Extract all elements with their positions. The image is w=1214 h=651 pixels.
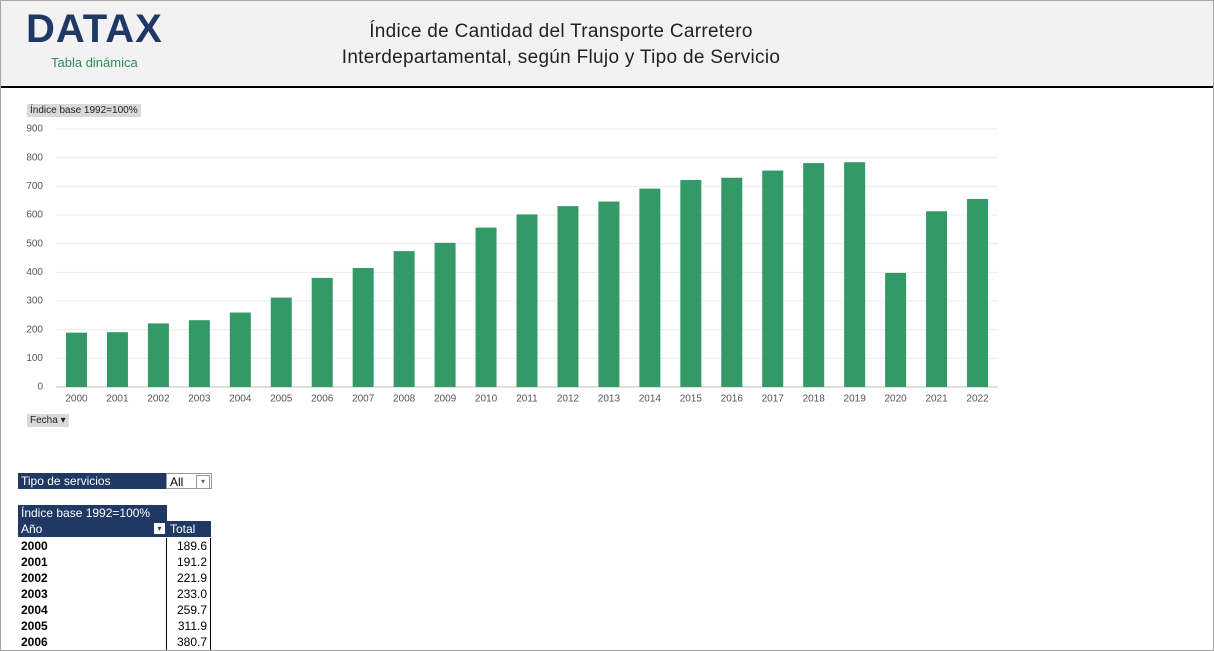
x-tick-label: 2014 <box>639 394 662 405</box>
bar <box>106 332 128 387</box>
filter-value: All <box>170 475 184 489</box>
title: Interdepartamental, según Flujo y Tipo d… <box>341 47 781 68</box>
row-label: 2005 <box>18 618 167 634</box>
bar <box>557 206 579 387</box>
filter-label: Tipo de servicios <box>18 473 166 489</box>
x-tick-label: 2006 <box>311 394 334 405</box>
x-tick-label: 2016 <box>721 394 744 405</box>
x-tick-label: 2009 <box>434 394 457 405</box>
y-tick-label: 500 <box>26 238 43 249</box>
y-tick-label: 0 <box>37 382 43 393</box>
row-value: 311.9 <box>167 618 211 634</box>
x-tick-label: 2011 <box>516 394 538 405</box>
bar <box>967 198 989 387</box>
bar <box>721 177 743 387</box>
x-tick-label: 2010 <box>475 394 498 405</box>
row-label: 2004 <box>18 602 167 618</box>
x-filter-label: Fecha <box>30 415 58 426</box>
y-tick-label: 400 <box>26 267 43 278</box>
row-value: 221.9 <box>167 570 211 586</box>
column-header-text: Año <box>21 522 43 536</box>
x-tick-label: 2005 <box>270 394 293 405</box>
x-tick-label: 2000 <box>65 394 88 405</box>
bar <box>598 201 620 387</box>
bar <box>229 312 251 387</box>
bar <box>762 170 784 387</box>
y-tick-label: 200 <box>26 324 43 335</box>
column-header: Año ▾ <box>18 521 167 537</box>
row-label: 2002 <box>18 570 167 586</box>
y-tick-label: 100 <box>26 353 43 364</box>
row-label: 2006 <box>18 634 167 650</box>
logo: DATAX <box>26 7 163 51</box>
x-tick-label: 2019 <box>844 394 867 405</box>
filter-dropdown[interactable]: All ▾ <box>166 473 212 489</box>
bar <box>434 242 456 387</box>
bar <box>639 188 661 387</box>
x-tick-label: 2022 <box>966 394 989 405</box>
bar <box>270 297 292 387</box>
bar <box>926 211 948 387</box>
y-tick-label: 700 <box>26 181 43 192</box>
row-label: 2000 <box>18 538 167 554</box>
x-tick-label: 2012 <box>557 394 580 405</box>
x-tick-label: 2008 <box>393 394 416 405</box>
bar <box>352 268 374 387</box>
x-tick-label: 2007 <box>352 394 375 405</box>
bar <box>475 227 497 387</box>
bar <box>311 277 333 387</box>
bar <box>65 332 87 387</box>
subtitle: Tabla dinámica <box>51 55 138 70</box>
row-value: 380.7 <box>167 634 211 650</box>
x-tick-label: 2018 <box>803 394 826 405</box>
x-tick-label: 2004 <box>229 394 252 405</box>
chart: 0 100 200 300 400 500 600 700 800 900 2000 2001 2002… <box>26 124 998 405</box>
bar <box>680 180 702 387</box>
bar <box>885 272 907 387</box>
y-axis-label: Índice base 1992=100% <box>27 104 141 117</box>
x-tick-label: 2021 <box>925 394 948 405</box>
bar <box>803 163 825 387</box>
column-header: Total <box>167 521 211 537</box>
y-tick-label: 900 <box>26 124 43 135</box>
y-tick-label: 300 <box>26 296 43 307</box>
x-tick-label: 2020 <box>884 394 907 405</box>
header: DATAX Tabla dinámica Índice de Cantidad … <box>1 1 1213 88</box>
y-tick-label: 800 <box>26 152 43 163</box>
row-value: 189.6 <box>167 538 211 554</box>
x-tick-label: 2002 <box>147 394 170 405</box>
x-tick-label: 2013 <box>598 394 621 405</box>
bar <box>844 162 866 387</box>
x-tick-label: 2001 <box>106 394 129 405</box>
title: Índice de Cantidad del Transporte Carret… <box>369 21 753 42</box>
x-filter-button[interactable]: Fecha ▾ <box>27 414 69 427</box>
x-tick-label: 2015 <box>680 394 703 405</box>
bar <box>147 323 169 387</box>
x-tick-label: 2003 <box>188 394 211 405</box>
bar <box>516 214 538 387</box>
bar <box>393 251 415 387</box>
y-tick-label: 600 <box>26 210 43 221</box>
table-caption: Índice base 1992=100% <box>18 505 167 521</box>
row-value: 233.0 <box>167 586 211 602</box>
row-label: 2003 <box>18 586 167 602</box>
x-tick-label: 2017 <box>762 394 785 405</box>
row-label: 2001 <box>18 554 167 570</box>
row-value: 259.7 <box>167 602 211 618</box>
bar <box>188 320 210 387</box>
row-value: 191.2 <box>167 554 211 570</box>
